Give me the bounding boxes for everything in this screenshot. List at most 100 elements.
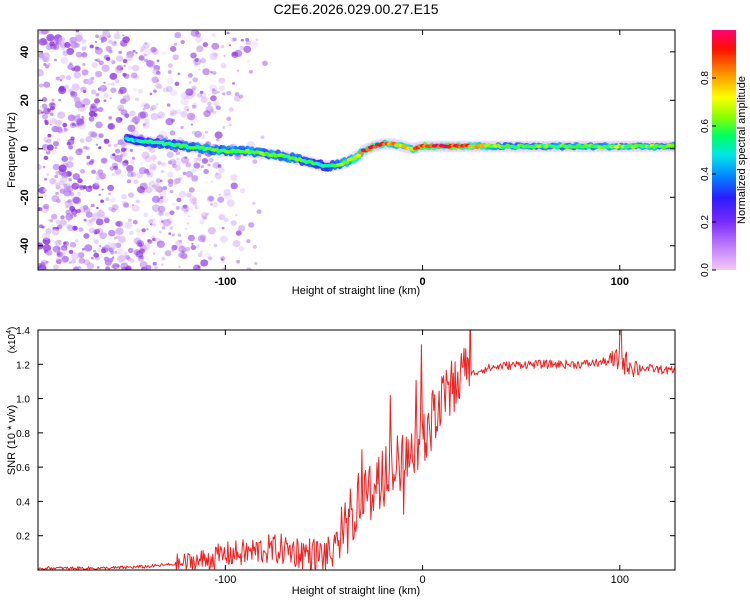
noise-speckle-dot <box>236 259 241 264</box>
noise-speckle-dot <box>97 106 104 113</box>
noise-speckle-dot <box>208 157 214 163</box>
noise-speckle-dot <box>131 204 135 207</box>
noise-speckle-dot <box>148 219 154 224</box>
noise-speckle-dot <box>216 90 220 94</box>
noise-speckle-dot <box>49 177 57 185</box>
noise-speckle-dot <box>64 42 71 48</box>
noise-speckle-dot <box>123 159 129 164</box>
noise-speckle-dot <box>63 241 67 245</box>
noise-speckle-dot <box>218 85 226 91</box>
noise-speckle-dot <box>49 117 57 124</box>
noise-speckle-dot <box>151 235 155 239</box>
noise-speckle-dot <box>192 77 198 83</box>
noise-speckle-dot <box>68 178 73 182</box>
colorbar-label: Normalized spectral amplitude <box>736 76 748 224</box>
noise-speckle-dot <box>200 165 205 169</box>
noise-speckle-dot <box>160 135 164 139</box>
noise-speckle-dot <box>100 248 107 254</box>
noise-speckle-dot <box>169 130 176 136</box>
noise-speckle-dot <box>187 73 193 78</box>
noise-speckle-dot <box>107 122 116 130</box>
noise-speckle-dot <box>126 94 130 97</box>
noise-speckle-dot <box>226 90 232 96</box>
noise-speckle-dot <box>122 72 127 77</box>
noise-speckle-dot <box>174 32 182 39</box>
snr-y-axis-label: SNR (10 * v/v) <box>6 405 18 475</box>
spectrogram-y-tick-label: -20 <box>19 189 31 205</box>
noise-speckle-dot <box>59 188 66 194</box>
noise-speckle-dot <box>39 105 43 109</box>
noise-speckle-dot <box>55 182 60 187</box>
spectrogram-frame <box>37 29 676 271</box>
noise-speckle-dot <box>169 89 178 97</box>
noise-speckle-dot <box>98 60 104 66</box>
noise-speckle-dot <box>98 133 104 138</box>
noise-speckle-dot <box>173 42 178 46</box>
noise-speckle-dot <box>158 210 164 216</box>
noise-speckle-dot <box>197 153 202 158</box>
noise-speckle-dot <box>57 111 66 119</box>
noise-speckle-dot <box>113 236 117 240</box>
noise-speckle-dot <box>160 263 164 267</box>
noise-speckle-dot <box>187 215 191 218</box>
noise-speckle-dot <box>114 168 122 175</box>
noise-speckle-dot <box>99 172 107 180</box>
noise-speckle-dot <box>180 110 188 118</box>
noise-speckle-dot <box>80 168 86 174</box>
noise-speckle-dot <box>125 266 132 270</box>
snr-plot-area <box>38 330 675 570</box>
snr-multiplier-label: (x104) <box>6 327 18 354</box>
noise-speckle-dot <box>120 147 127 153</box>
snr-x-tick-label: 0 <box>420 574 426 586</box>
noise-speckle-dot <box>118 236 126 244</box>
noise-speckle-dot <box>110 82 115 87</box>
noise-speckle-dot <box>255 38 259 42</box>
spectrogram-y-tick-label: 20 <box>19 94 31 106</box>
noise-speckle-dot <box>130 171 137 178</box>
noise-speckle-dot <box>40 259 48 267</box>
snr-x-tick-label: -100 <box>214 574 236 586</box>
noise-speckle-dot <box>248 69 253 74</box>
noise-speckle-dot <box>210 180 213 183</box>
noise-speckle-dot <box>114 251 118 254</box>
noise-speckle-dot <box>105 266 111 270</box>
noise-speckle-dot <box>178 190 187 198</box>
noise-speckle-dot <box>103 217 110 224</box>
noise-speckle-dot <box>58 98 62 102</box>
noise-speckle-dot <box>246 239 251 244</box>
snr-x-tick-label: 100 <box>611 574 629 586</box>
noise-speckle-dot <box>191 242 194 245</box>
spectrogram-noise-speckle <box>38 30 268 270</box>
noise-speckle-dot <box>190 245 197 251</box>
noise-speckle-dot <box>151 48 159 55</box>
noise-speckle-dot <box>193 57 202 66</box>
noise-speckle-dot <box>145 186 153 194</box>
noise-speckle-dot <box>43 136 50 142</box>
noise-speckle-dot <box>54 239 62 246</box>
noise-speckle-dot <box>152 261 157 266</box>
figure-title: C2E6.2026.029.00.27.E15 <box>273 1 438 17</box>
noise-speckle-dot <box>210 108 214 112</box>
noise-speckle-dot <box>120 144 125 148</box>
noise-speckle-dot <box>110 250 115 255</box>
noise-speckle-dot <box>175 206 180 210</box>
noise-speckle-dot <box>143 157 146 160</box>
noise-speckle-dot <box>107 184 115 191</box>
noise-speckle-dot <box>132 219 138 225</box>
noise-speckle-dot <box>40 30 49 35</box>
noise-speckle-dot <box>95 176 101 181</box>
noise-speckle-dot <box>235 214 238 217</box>
noise-speckle-dot <box>97 169 104 175</box>
noise-speckle-dot <box>83 218 87 222</box>
noise-speckle-dot <box>136 116 139 120</box>
noise-speckle-dot <box>53 140 60 147</box>
noise-speckle-dot <box>116 142 119 146</box>
snr-y-tick-label: 1.2 <box>16 360 30 371</box>
noise-speckle-dot <box>162 219 172 227</box>
noise-speckle-dot <box>232 82 236 85</box>
noise-speckle-dot <box>184 227 188 230</box>
noise-speckle-dot <box>78 227 84 232</box>
noise-speckle-dot <box>151 195 161 204</box>
noise-speckle-dot <box>109 166 115 171</box>
noise-speckle-dot <box>236 69 239 72</box>
